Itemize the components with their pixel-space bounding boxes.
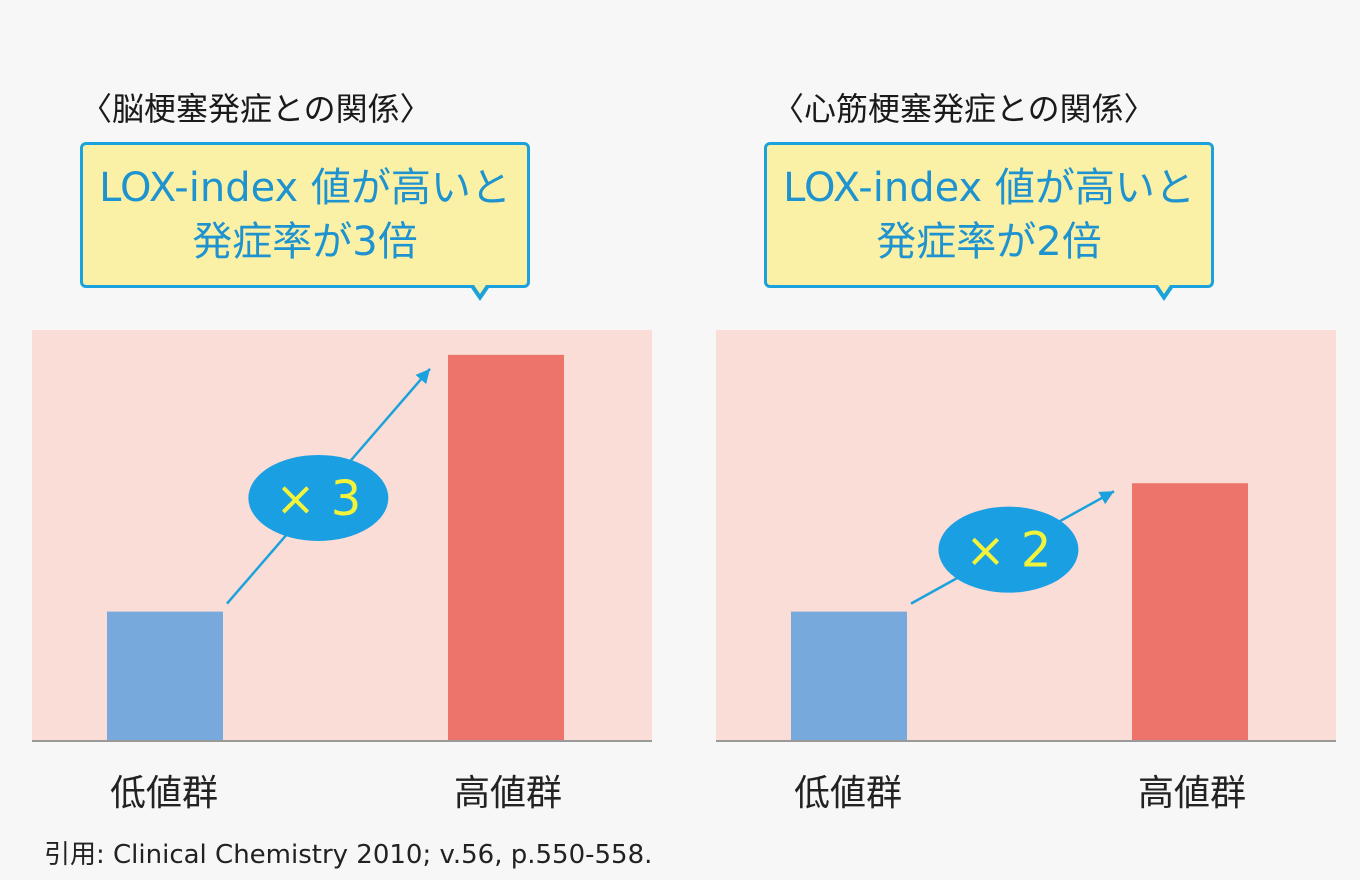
multiplier-badge	[248, 454, 389, 541]
bar-chart: × 3	[107, 354, 564, 740]
chart-title: 〈心筋梗塞発症との関係〉	[772, 90, 1156, 128]
chart-title: 〈脳梗塞発症との関係〉	[80, 90, 432, 128]
callout-box: LOX-index 値が高いと 発症率が3倍	[80, 142, 530, 301]
bar-high	[1132, 483, 1248, 740]
category-label: 低値群	[793, 773, 902, 814]
callout-box: LOX-index 値が高いと 発症率が2倍	[764, 142, 1214, 301]
callout-tail	[469, 282, 491, 301]
category-label: 高値群	[1137, 773, 1246, 814]
chart-panel-cerebral: 〈脳梗塞発症との関係〉 LOX-index 値が高いと 発症率が3倍 × 3 低…	[32, 0, 652, 814]
chart-panel-myocardial: 〈心筋梗塞発症との関係〉 LOX-index 値が高いと 発症率が2倍 × 2 …	[716, 0, 1336, 814]
multiplier-badge	[938, 506, 1079, 593]
arrowhead-icon	[415, 368, 430, 385]
callout-line: LOX-index 値が高いと	[99, 165, 511, 211]
bar-chart: × 2	[791, 483, 1248, 740]
category-label: 低値群	[109, 773, 218, 814]
multiplier-label: × 2	[965, 523, 1051, 579]
callout-line: LOX-index 値が高いと	[783, 165, 1195, 211]
callout-line: 発症率が3倍	[192, 219, 418, 265]
category-label: 高値群	[453, 773, 562, 814]
plot-area: × 3	[32, 330, 652, 742]
bar-low	[791, 611, 907, 740]
plot-area: × 2	[716, 330, 1336, 742]
bar-high	[448, 354, 564, 740]
callout-line: 発症率が2倍	[876, 219, 1102, 265]
callout-tail	[1153, 282, 1175, 301]
citation: 引用: Clinical Chemistry 2010; v.56, p.550…	[44, 840, 653, 870]
multiplier-label: × 3	[275, 471, 361, 527]
arrowhead-icon	[1098, 491, 1114, 505]
bar-low	[107, 611, 223, 740]
